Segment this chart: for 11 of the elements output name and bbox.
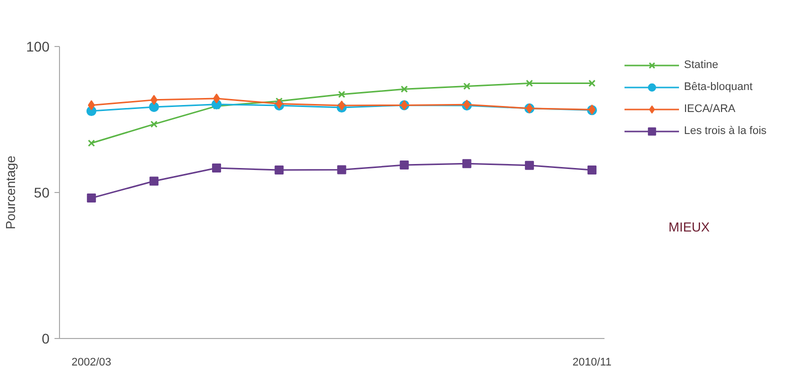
y-tick-label: 100 (26, 38, 50, 54)
legend-label: Statine (684, 58, 718, 73)
y-tick-label: 50 (34, 184, 50, 200)
legend-label: Bêta-bloquant (684, 80, 752, 95)
y-axis-title: Pourcentage (3, 156, 18, 230)
x-tick-label: 2010/11 (572, 356, 612, 368)
legend-label: IECA/ARA (684, 102, 736, 117)
x-tick-label: 2002/03 (72, 356, 112, 368)
y-tick-label: 0 (42, 330, 50, 346)
legend-label: Les trois à la fois (684, 124, 767, 139)
text: MIEUX (668, 219, 710, 234)
